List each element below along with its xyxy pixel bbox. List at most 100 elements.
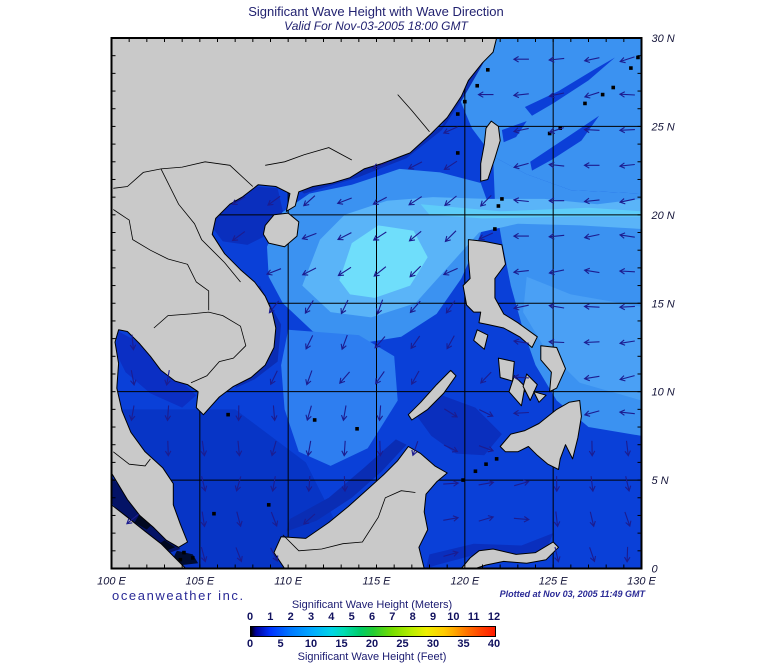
ocean-patch-malacca-black-2 [159, 540, 176, 551]
wave-arrow [340, 334, 348, 351]
wave-arrow [583, 267, 600, 275]
wave-arrow [478, 445, 495, 453]
oceanweather-logo-text: oceanweather inc. [112, 588, 245, 603]
wave-arrow [407, 161, 423, 170]
wave-arrow [372, 196, 387, 205]
land-hainan [262, 212, 300, 248]
longitude-label: 130 E [627, 576, 656, 588]
small-island-dots [178, 55, 640, 562]
wave-arrow [589, 547, 597, 563]
wave-arrow [512, 409, 529, 417]
wave-arrow [336, 197, 352, 205]
degree-ticks [111, 38, 642, 569]
latitude-label: 25 N [651, 121, 675, 133]
wave-arrow [589, 511, 596, 528]
ocean-patch-ryukyu-dark-2 [530, 115, 600, 171]
wave-arrow [583, 56, 600, 64]
land-polygons [111, 38, 582, 569]
longitude-label: 110 E [274, 576, 303, 588]
wave-arrow [341, 440, 348, 457]
wave-arrow [553, 476, 560, 493]
wave-arrow [478, 232, 494, 241]
legend-tick-label: 25 [396, 638, 409, 650]
wave-arrow [235, 440, 243, 457]
wave-arrow [271, 405, 278, 422]
legend-tick-label: 4 [328, 611, 335, 623]
wave-arrow [305, 440, 313, 457]
ocean-patch-ecs-light [456, 38, 642, 194]
wave-arrow [619, 375, 635, 382]
wave-arrow [548, 56, 565, 63]
wave-arrow [235, 405, 242, 422]
wave-arrow [583, 162, 600, 169]
wave-arrow [583, 410, 600, 417]
wave-arrow [554, 546, 561, 563]
wave-arrow [270, 547, 279, 562]
wave-arrow [443, 515, 460, 522]
legend-tick-label: 5 [277, 638, 284, 650]
wave-arrow [270, 476, 277, 493]
legend-tick-label: 10 [304, 638, 318, 650]
wave-arrow [478, 479, 495, 487]
wave-arrow [302, 513, 316, 525]
wave-arrow [375, 299, 384, 315]
plotted-timestamp: Plotted at Nov 03, 2005 11:49 GMT [499, 589, 645, 599]
wave-arrow [126, 513, 139, 525]
wave-arrow [583, 233, 600, 240]
wave-arrow [618, 162, 635, 169]
wave-arrow [548, 303, 565, 310]
legend-tick-label: 5 [348, 611, 355, 623]
wave-arrow [408, 196, 423, 206]
longitude-label: 120 E [450, 576, 479, 588]
ocean-patch-scs-tongue [281, 329, 398, 466]
wave-arrow [512, 56, 529, 63]
wave-arrow [479, 409, 494, 418]
wave-arrow [305, 405, 312, 422]
country-borders [113, 94, 430, 552]
wave-arrow [231, 231, 246, 242]
wave-arrow [270, 511, 279, 528]
wave-arrow [201, 476, 208, 492]
ocean-patch-sulu-dark [417, 393, 502, 456]
ocean-patch-ryukyu-dark-1 [524, 57, 615, 116]
latitude-label: 15 N [652, 298, 675, 310]
legend-tick-label: 1 [267, 611, 274, 623]
wave-arrow [513, 516, 530, 523]
legend-tick-label: 2 [287, 611, 294, 623]
valid-time-subtitle: Valid For Nov-03-2005 18:00 GMT [284, 19, 468, 33]
wave-arrow [619, 56, 635, 64]
wave-arrow [340, 405, 348, 422]
wave-arrow [305, 335, 314, 350]
wave-arrow [164, 370, 171, 386]
wave-arrow [618, 303, 635, 311]
land-mindanao [499, 400, 582, 470]
wave-arrow [583, 91, 600, 99]
wave-arrow [548, 233, 565, 240]
wave-arrow [267, 195, 281, 206]
wave-arrow [477, 91, 494, 98]
legend-tick-label: 11 [467, 611, 480, 623]
wave-arrow [305, 370, 313, 386]
wave-arrow [164, 440, 172, 457]
wave-arrow [624, 476, 632, 492]
wave-arrow [200, 440, 208, 457]
wave-arrow [443, 160, 458, 171]
wave-arrow [548, 338, 565, 346]
wave-arrow [130, 370, 137, 386]
wave-arrow [411, 441, 419, 457]
legend-tick-label: 8 [409, 611, 416, 623]
wave-arrow [302, 195, 316, 207]
wave-arrow [583, 374, 600, 382]
wave-arrow [372, 231, 387, 241]
latitude-label: 30 N [652, 33, 675, 45]
longitude-label: 100 E [97, 576, 126, 588]
wave-arrow [341, 476, 348, 493]
wave-arrow [305, 476, 313, 493]
ocean-patch-gulf-thailand-dark [115, 331, 197, 408]
latitude-label: 5 N [652, 475, 669, 487]
legend-tick-label: 0 [246, 611, 254, 623]
wave-arrow [478, 515, 495, 522]
wave-arrow [376, 405, 384, 422]
legend-tick-label: 15 [335, 638, 348, 650]
